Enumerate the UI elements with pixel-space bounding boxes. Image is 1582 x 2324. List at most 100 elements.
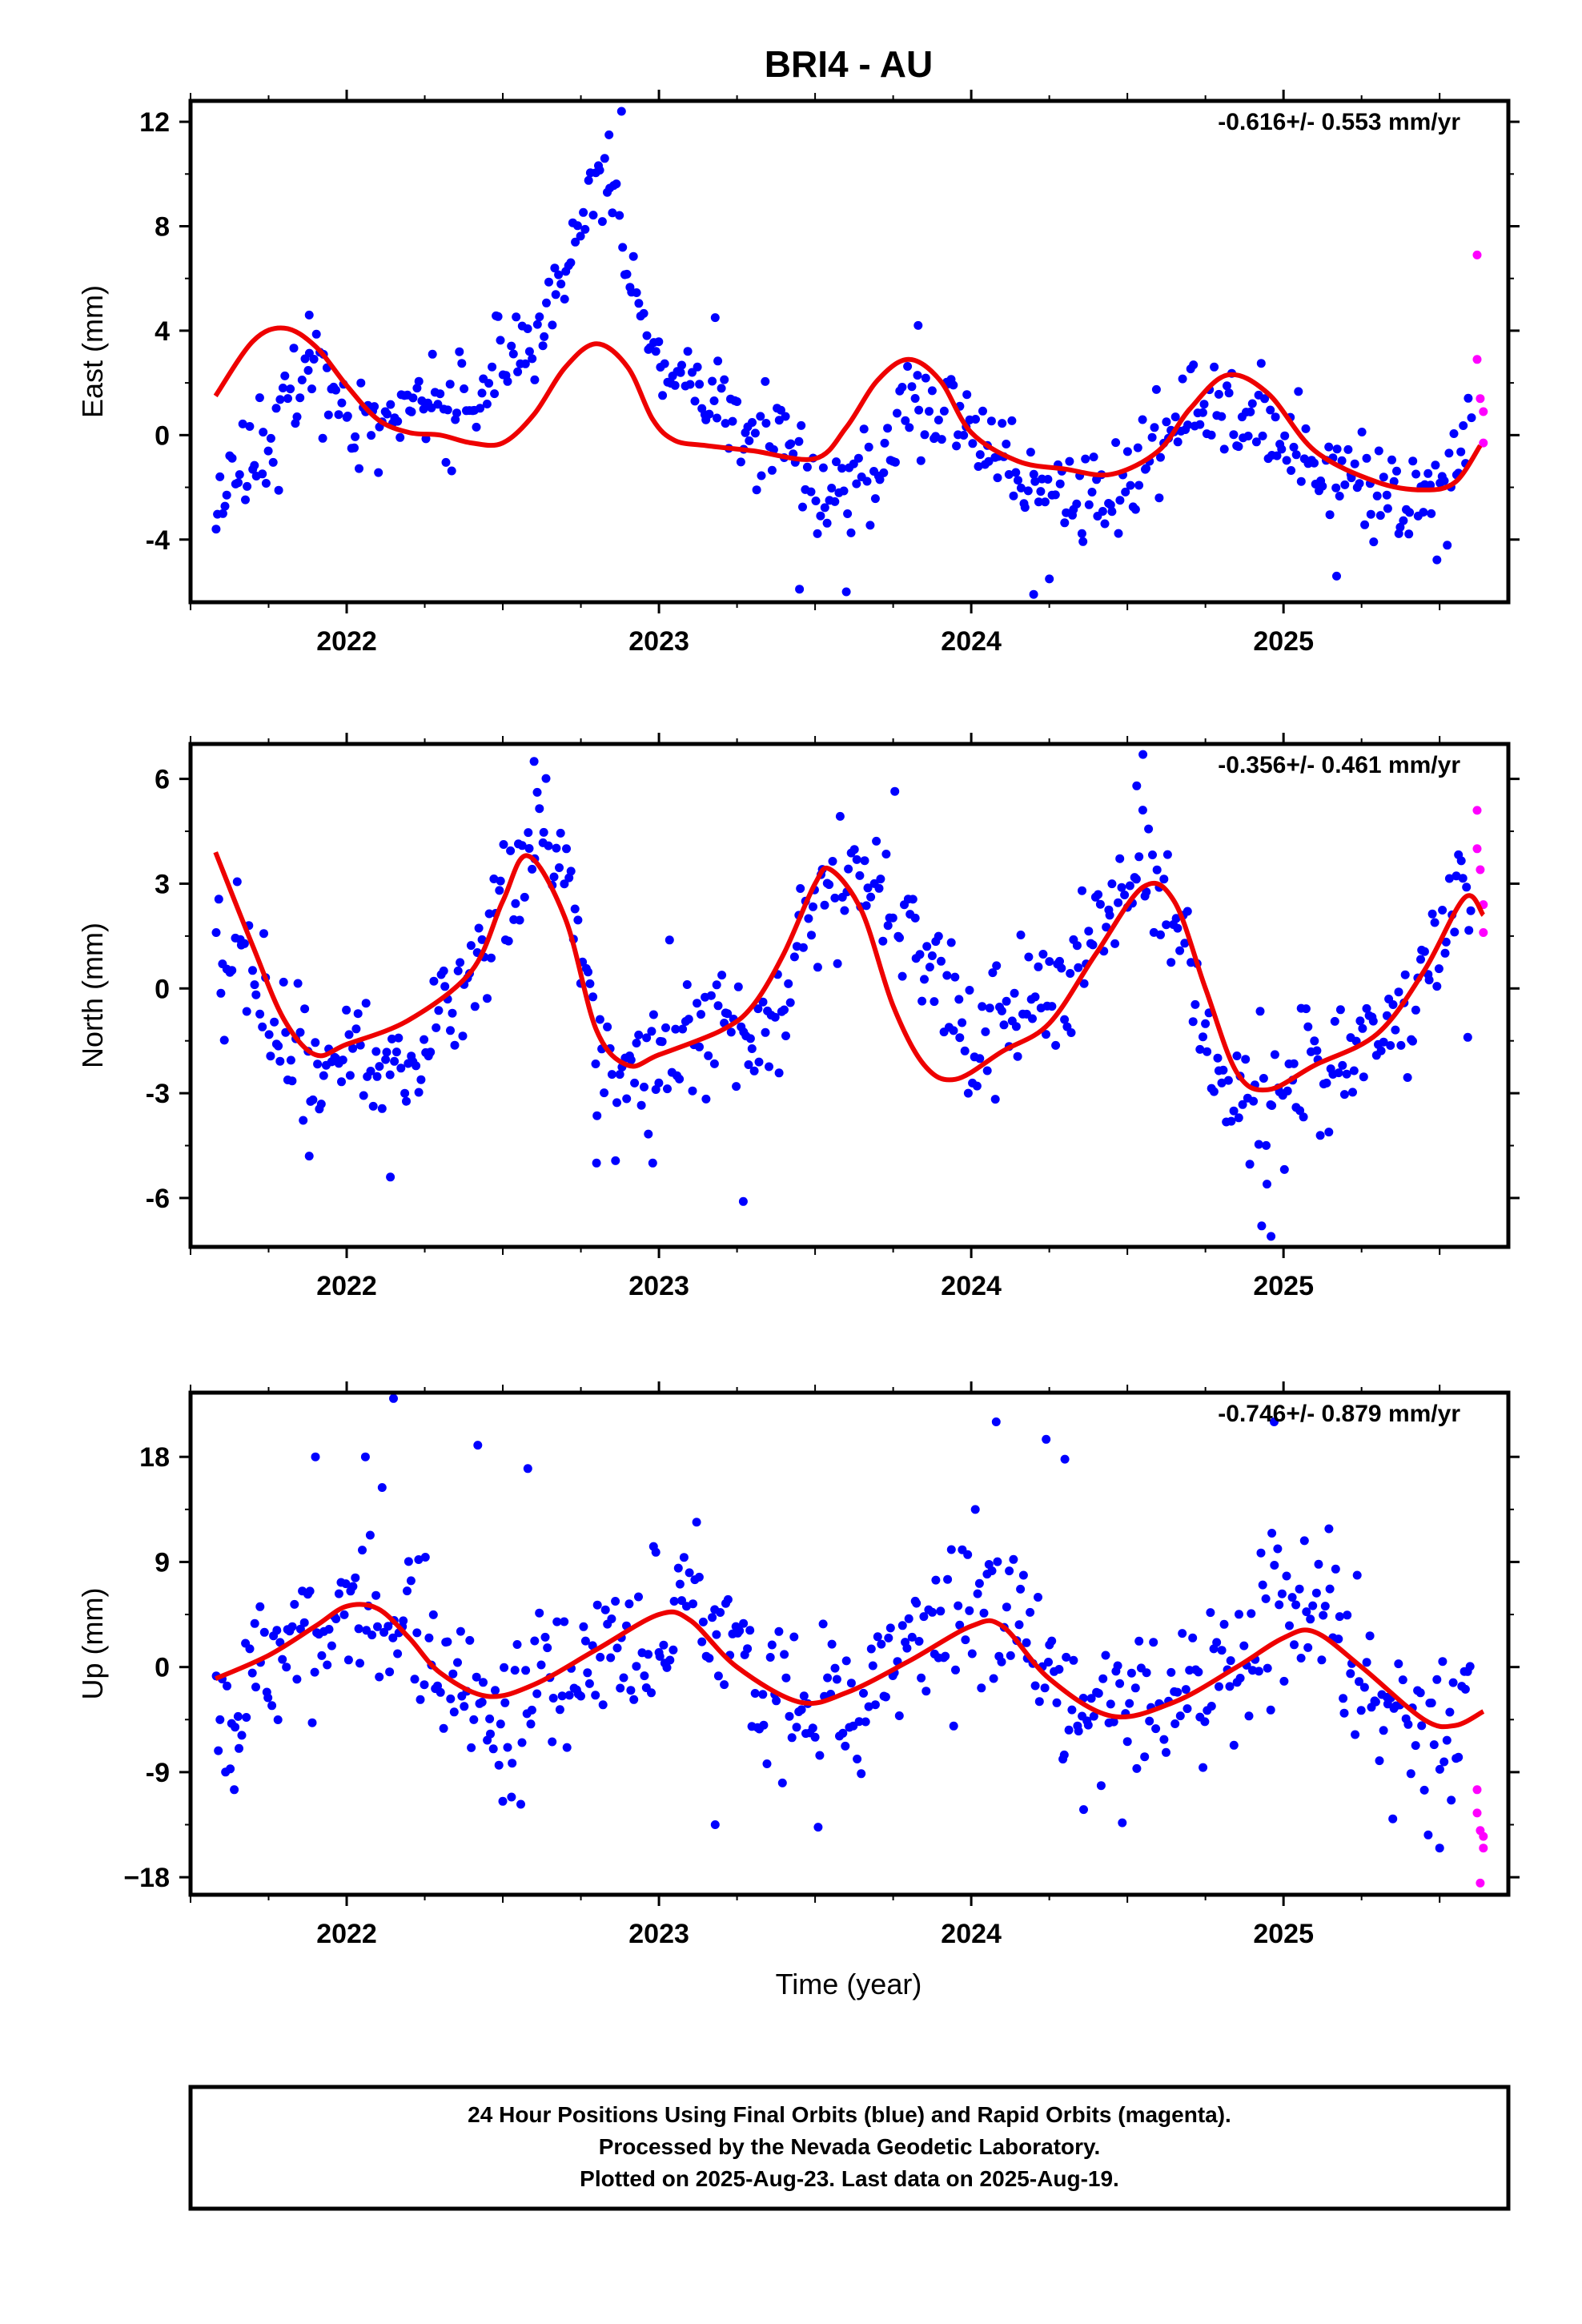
up-final-point (516, 1799, 525, 1809)
up-final-point (282, 1663, 291, 1672)
north-final-point (440, 982, 450, 991)
east-final-point (292, 412, 302, 421)
up-final-point (977, 1683, 986, 1693)
up-final-point (1162, 1747, 1170, 1757)
east-final-point (1332, 571, 1341, 581)
east-final-point (1256, 359, 1266, 368)
north-ytick-label: -3 (146, 1079, 170, 1109)
east-final-point (1147, 432, 1157, 442)
up-final-point (399, 1616, 408, 1626)
up-final-point (1235, 1610, 1243, 1619)
up-final-point (864, 1702, 873, 1711)
east-final-point (1189, 360, 1199, 370)
north-rapid-point (1476, 865, 1485, 875)
up-panel: −18 -9 0 9 18 2022 2023 2024 2025 -0.746+/- 0.87… (76, 1381, 1520, 1949)
up-final-point (410, 1675, 420, 1684)
up-final-point (552, 1617, 562, 1626)
east-final-point (356, 378, 366, 388)
north-final-point (1444, 874, 1454, 883)
up-final-point (651, 1547, 661, 1557)
up-final-point (1302, 1607, 1311, 1617)
up-frame (188, 1390, 1511, 1897)
up-final-point (223, 1681, 231, 1691)
north-final-point (375, 1062, 384, 1072)
up-final-point (951, 1665, 960, 1675)
east-final-point (532, 320, 542, 329)
up-final-point (591, 1691, 600, 1700)
east-final-point (597, 217, 607, 227)
up-final-point (785, 1711, 794, 1721)
up-xtick-label: 2023 (628, 1919, 689, 1949)
up-final-point (780, 1650, 789, 1659)
up-final-point (307, 1718, 317, 1727)
east-final-point (1395, 522, 1405, 532)
east-final-point (488, 362, 497, 372)
east-final-point (822, 518, 832, 528)
east-final-point (1369, 537, 1379, 547)
east-final-point (676, 368, 685, 377)
north-final-point (450, 1040, 460, 1050)
up-final-point (226, 1764, 235, 1774)
north-final-point (1334, 1068, 1343, 1078)
north-final-point (351, 1024, 361, 1034)
north-final-point (311, 1038, 320, 1047)
up-final-point (1339, 1708, 1349, 1718)
east-final-point (916, 456, 926, 465)
up-final-point (1282, 1571, 1291, 1581)
east-final-point (227, 453, 237, 463)
up-final-point (510, 1666, 520, 1675)
north-final-point (552, 843, 561, 853)
up-final-point (1182, 1704, 1192, 1714)
east-final-point (949, 380, 958, 390)
north-final-point (549, 872, 559, 882)
north-final-point (1120, 891, 1130, 899)
north-final-point (1466, 906, 1476, 915)
north-final-point (1055, 956, 1064, 966)
up-final-point (698, 1617, 708, 1626)
up-final-point (360, 1452, 370, 1462)
north-final-point (1195, 1044, 1205, 1054)
north-final-point (1162, 850, 1172, 859)
north-final-point (506, 846, 516, 855)
east-final-point (234, 478, 243, 488)
north-final-point (1359, 1072, 1368, 1082)
east-final-point (685, 380, 695, 389)
up-final-point (965, 1606, 974, 1615)
east-final-point (238, 419, 247, 428)
north-final-point (1171, 914, 1181, 923)
up-final-point (767, 1640, 777, 1650)
up-final-point (472, 1672, 481, 1682)
east-final-point (595, 166, 604, 175)
east-final-point (1427, 509, 1436, 518)
north-final-point (1441, 937, 1451, 947)
east-final-point (588, 211, 598, 220)
east-final-point (975, 450, 985, 460)
east-final-point (1266, 405, 1275, 415)
north-final-point (1238, 1100, 1247, 1109)
east-final-point (1011, 468, 1021, 477)
east-final-points (211, 107, 1476, 599)
north-final-point (517, 841, 527, 850)
north-final-point (798, 943, 808, 952)
north-final-point (1386, 1041, 1395, 1050)
north-final-point (1358, 1023, 1367, 1033)
east-final-point (795, 585, 805, 594)
up-final-point (600, 1605, 610, 1614)
north-xtick-label: 2024 (941, 1271, 1002, 1301)
up-final-point (673, 1563, 683, 1573)
north-final-point (1051, 1040, 1061, 1050)
up-final-point (367, 1630, 377, 1640)
up-final-point (1225, 1682, 1235, 1691)
north-final-point (1362, 1003, 1371, 1013)
north-final-point (1074, 963, 1083, 972)
east-final-point (1170, 412, 1180, 422)
north-final-point (1301, 1004, 1311, 1014)
north-final-point (556, 828, 565, 838)
up-final-point (235, 1743, 243, 1753)
north-final-point (390, 1056, 400, 1066)
north-final-point (1201, 1019, 1211, 1028)
north-final-point (566, 866, 576, 876)
east-final-point (1324, 442, 1334, 452)
north-final-point (391, 1047, 401, 1057)
north-final-point (1289, 1059, 1299, 1068)
